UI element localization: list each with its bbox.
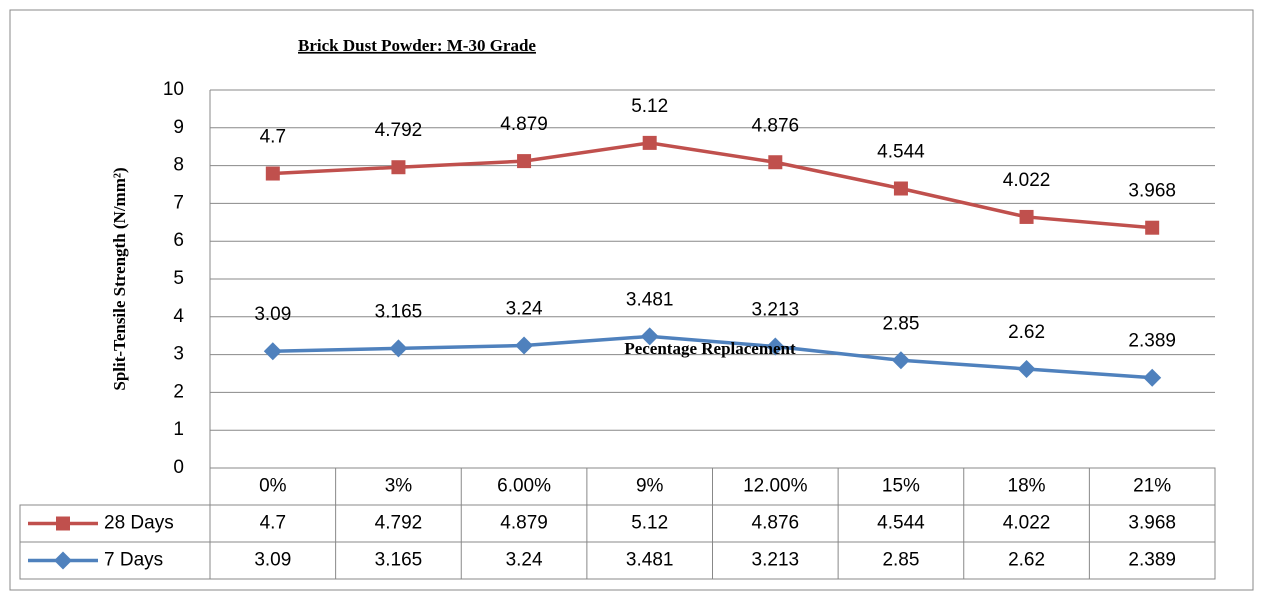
marker [265,166,280,181]
data-label: 3.968 [1128,181,1176,202]
marker [1019,209,1034,224]
line [272,334,1153,380]
table-cell: 3.09 [254,550,291,571]
marker [515,336,534,355]
y-tick-label: 4 [173,306,184,327]
y-tick-label: 2 [173,381,184,402]
data-label: 2.389 [1128,331,1176,352]
x-tick-label: 18% [1008,476,1046,497]
marker [54,551,72,570]
table-cell: 4.544 [877,513,925,534]
table-cell: 4.022 [1003,513,1051,534]
table-cell: 5.12 [631,513,668,534]
x-tick-label: 15% [882,476,920,497]
marker [517,154,532,169]
chart-title: Brick Dust Powder: M-30 Grade [298,36,536,55]
table-cell: 3.165 [375,550,423,571]
x-tick-label: 0% [259,476,287,497]
marker [642,135,657,150]
y-tick-label: 10 [163,79,184,100]
marker [56,516,70,531]
y-tick-label: 3 [173,344,184,365]
table-cell: 3.213 [752,550,800,571]
marker [389,339,408,358]
legend-label: 28 Days [104,513,174,534]
x-tick-label: 9% [636,476,664,497]
table-cell: 4.792 [375,513,423,534]
y-tick-label: 5 [173,268,184,289]
data-label: 3.481 [626,289,674,310]
data-label: 2.62 [1008,322,1045,343]
y-tick-label: 6 [173,230,184,251]
x-tick-label: 3% [385,476,413,497]
data-label: 4.544 [877,142,925,163]
data-label: 4.876 [752,115,800,136]
table-cell: 2.62 [1008,550,1045,571]
x-tick-label: 21% [1133,476,1171,497]
line [272,141,1153,230]
y-tick-label: 1 [173,419,184,440]
marker [1017,359,1036,378]
table-cell: 3.481 [626,550,674,571]
data-label: 3.24 [506,299,543,320]
table-cell: 2.85 [882,550,919,571]
y-tick-label: 9 [173,117,184,138]
marker [1145,220,1160,235]
data-label: 4.792 [375,120,423,141]
data-label: 3.09 [254,304,291,325]
marker [893,181,908,196]
table-cell: 4.7 [260,513,286,534]
data-label: 4.7 [260,127,286,148]
data-label: 2.85 [882,313,919,334]
data-label: 4.022 [1003,170,1051,191]
marker [891,351,910,370]
data-label: 4.879 [500,114,548,135]
y-tick-label: 7 [173,192,184,213]
marker [766,337,785,356]
y-axis-label: Split-Tensile Strength (N/mm²) [110,167,129,390]
table-cell: 3.968 [1128,513,1176,534]
x-tick-label: 12.00% [743,476,808,497]
table-cell: 2.389 [1128,550,1176,571]
marker [263,342,282,361]
chart-border [9,9,1254,591]
data-label: 3.165 [375,301,423,322]
data-label: 3.213 [752,300,800,321]
table-cell: 4.879 [500,513,548,534]
y-tick-label: 8 [173,155,184,176]
marker [391,160,406,175]
table-cell: 3.24 [506,550,543,571]
marker [768,155,783,170]
legend-label: 7 Days [104,550,163,571]
table-cell: 4.876 [752,513,800,534]
y-tick-label: 0 [173,457,184,478]
data-label: 5.12 [631,96,668,117]
x-axis-label: Pecentage Replacement [624,339,796,358]
x-tick-label: 6.00% [497,476,551,497]
marker [1143,368,1162,387]
marker [640,327,659,346]
